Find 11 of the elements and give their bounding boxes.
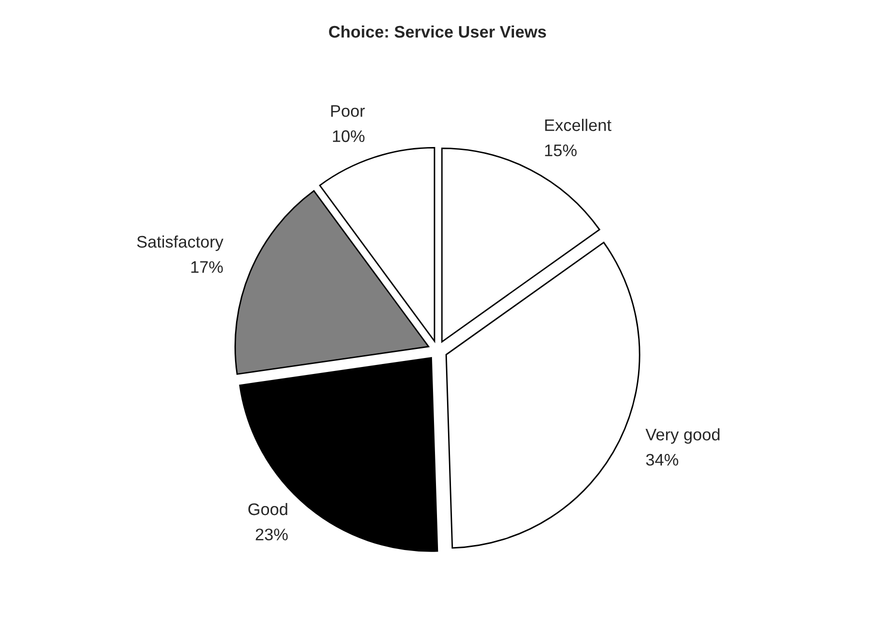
chart-title: Choice: Service User Views bbox=[329, 25, 546, 38]
slice-label: Very good bbox=[646, 428, 720, 444]
data-label: 10% bbox=[332, 130, 364, 142]
data-label: 15% bbox=[545, 144, 577, 156]
data-label: 34% bbox=[646, 454, 678, 466]
data-label: 17% bbox=[191, 261, 223, 273]
slice-label: Excellent bbox=[545, 118, 612, 132]
data-label: 23% bbox=[256, 528, 288, 540]
slice-label: Satisfactory bbox=[137, 235, 224, 252]
slice-label: Good bbox=[248, 502, 288, 516]
slice-label: Poor bbox=[331, 105, 365, 117]
